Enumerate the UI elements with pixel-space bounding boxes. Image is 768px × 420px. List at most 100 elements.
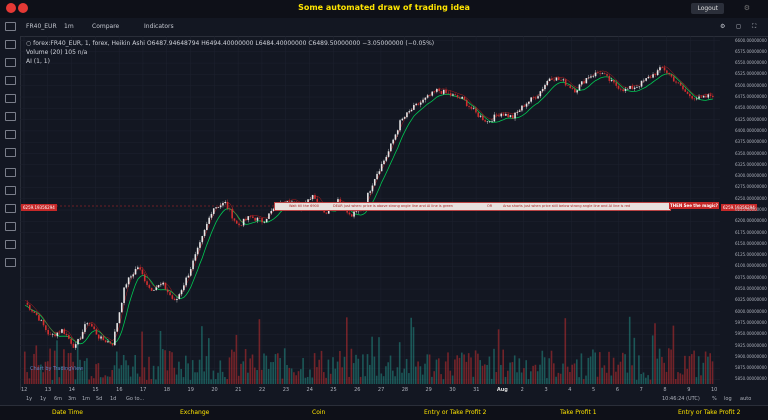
- trash-icon[interactable]: [5, 258, 16, 267]
- volume-bar: [569, 372, 571, 384]
- volume-bar: [486, 364, 488, 384]
- candle: [307, 199, 309, 203]
- candle: [514, 112, 516, 119]
- candle: [187, 275, 190, 278]
- eye-icon[interactable]: [5, 240, 16, 249]
- volume-bar: [288, 367, 291, 384]
- volume-bar: [617, 364, 620, 384]
- x-tick-label: 2: [520, 387, 524, 393]
- fullscreen-icon[interactable]: ⛶: [752, 23, 757, 30]
- compare-button[interactable]: Compare: [92, 23, 120, 30]
- volume-bar: [325, 377, 327, 384]
- volume-bar: [658, 348, 661, 384]
- volume-bar: [88, 379, 91, 384]
- volume-bar: [513, 355, 516, 384]
- range-3m[interactable]: 3m: [68, 396, 77, 402]
- lock-icon[interactable]: [5, 222, 16, 231]
- candle: [88, 323, 91, 324]
- symbol-search[interactable]: FR40_EUR: [26, 23, 57, 30]
- x-tick-label: 5: [592, 387, 596, 393]
- volume-bar: [553, 363, 555, 384]
- zoom-icon[interactable]: [5, 186, 16, 195]
- candle: [516, 111, 519, 113]
- arrow-icon[interactable]: [5, 148, 16, 157]
- volume-bar: [421, 374, 424, 384]
- magnet-icon[interactable]: [5, 204, 16, 213]
- pitchfork-icon[interactable]: [5, 58, 16, 67]
- drawing-toolbar: [0, 18, 21, 390]
- candle: [217, 207, 220, 208]
- candle: [695, 98, 698, 100]
- candle: [564, 79, 567, 86]
- volume-bar: [217, 372, 219, 384]
- log-toggle[interactable]: log: [724, 396, 732, 402]
- volume-bar: [212, 370, 215, 384]
- candle: [169, 292, 171, 296]
- x-tick-label: 30: [449, 387, 456, 393]
- candle: [164, 282, 167, 290]
- volume-bar: [51, 379, 54, 384]
- candle: [399, 120, 401, 131]
- candle: [624, 88, 627, 92]
- interval-button[interactable]: 1m: [64, 23, 74, 30]
- range-1y-b[interactable]: 1y: [40, 396, 47, 402]
- logout-button[interactable]: Logout: [691, 3, 724, 14]
- volume-bar: [35, 345, 38, 384]
- candle: [668, 72, 670, 75]
- indicators-button[interactable]: Indicators: [144, 23, 174, 30]
- settings-icon[interactable]: ⚙: [743, 4, 750, 12]
- tradingview-logo[interactable]: Chart by TradingView: [30, 366, 84, 372]
- candle: [270, 210, 273, 214]
- settings-icon[interactable]: ⚙: [720, 23, 726, 30]
- candle: [120, 302, 123, 313]
- y-tick-label: 6225.00000000: [735, 207, 767, 212]
- candle: [245, 218, 247, 221]
- volume-bar: [585, 375, 587, 384]
- range-5d[interactable]: 5d: [96, 396, 103, 402]
- volume-bar: [431, 376, 433, 384]
- volume-bar: [58, 377, 61, 384]
- volume-bar: [270, 362, 272, 384]
- x-tick-label: 7: [639, 387, 643, 393]
- camera-icon[interactable]: ◻: [736, 23, 741, 30]
- trendline-icon[interactable]: [5, 40, 16, 49]
- pattern-icon[interactable]: [5, 112, 16, 121]
- volume-bar: [507, 370, 509, 384]
- text-icon[interactable]: [5, 94, 16, 103]
- crosshair-icon[interactable]: [5, 22, 16, 31]
- volume-bar: [355, 354, 357, 384]
- candle: [649, 76, 652, 78]
- volume-bar: [635, 379, 638, 384]
- candle: [633, 87, 636, 89]
- volume-bar: [111, 370, 114, 384]
- candle: [652, 74, 654, 78]
- range-1m[interactable]: 1m: [82, 396, 91, 402]
- volume-bar: [49, 348, 51, 384]
- volume-bar: [106, 376, 109, 384]
- goto-button[interactable]: Go to...: [126, 396, 145, 402]
- range-1d[interactable]: 1d: [110, 396, 117, 402]
- range-6m[interactable]: 6m: [54, 396, 63, 402]
- candle: [645, 78, 647, 81]
- volume-bar: [688, 356, 691, 384]
- volume-bar: [456, 355, 459, 384]
- candle: [534, 97, 537, 99]
- candle: [700, 96, 703, 98]
- price-chart[interactable]: [20, 36, 720, 384]
- candle: [629, 86, 631, 89]
- volume-bar: [412, 327, 415, 384]
- brush-icon[interactable]: [5, 76, 16, 85]
- volume-bar: [707, 356, 709, 384]
- fib-icon[interactable]: [5, 130, 16, 139]
- auto-toggle[interactable]: auto: [740, 396, 752, 402]
- ruler-icon[interactable]: [5, 168, 16, 177]
- volume-bar: [90, 376, 93, 384]
- volume-bar: [244, 349, 247, 384]
- candle: [654, 74, 657, 76]
- range-1y[interactable]: 1y: [26, 396, 33, 402]
- price-tag-left: 6259.19356294: [21, 204, 57, 211]
- candle: [383, 160, 385, 164]
- volume-bar: [394, 376, 396, 384]
- percent-toggle[interactable]: %: [712, 396, 717, 402]
- volume-bar: [26, 372, 28, 384]
